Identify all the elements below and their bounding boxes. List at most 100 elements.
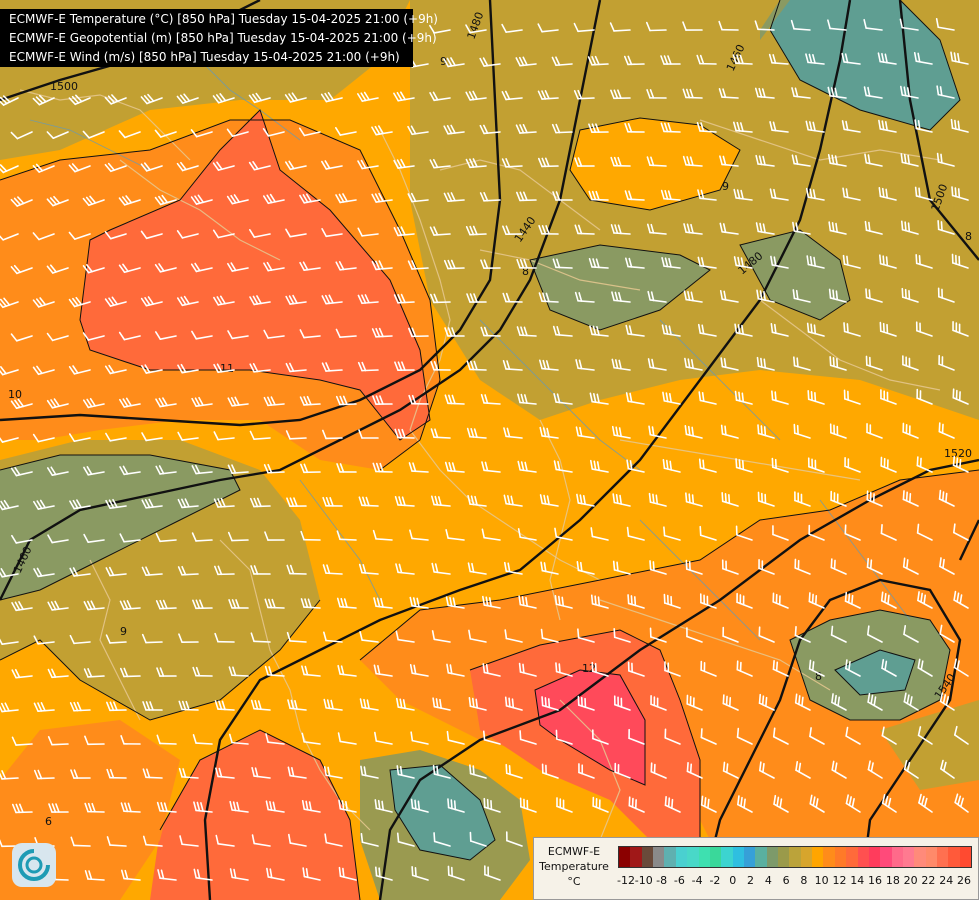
wind-barb	[938, 422, 955, 439]
wind-barb	[178, 700, 199, 711]
wind-barb	[228, 666, 249, 677]
wind-barb	[650, 694, 667, 711]
wind-barb	[120, 869, 141, 881]
wind-barb	[432, 764, 451, 779]
wind-barb	[626, 459, 645, 473]
wind-barb	[515, 56, 537, 67]
wind-barb	[337, 664, 357, 677]
wind-barb	[556, 797, 573, 813]
wind-barb	[828, 221, 847, 235]
wind-barb	[226, 128, 249, 138]
wind-barb	[646, 156, 667, 167]
wind-barb	[953, 523, 969, 541]
wind-barb	[155, 599, 177, 610]
wind-barb	[190, 129, 213, 138]
wind-barb	[190, 194, 213, 205]
wind-barb	[538, 225, 559, 235]
wind-barb	[178, 767, 199, 779]
wind-barb	[320, 92, 343, 103]
wind-barb	[141, 364, 163, 374]
legend-tick-label: 2	[747, 874, 755, 887]
wind-barb	[263, 261, 285, 272]
wind-barb	[32, 232, 55, 241]
wind-barb	[250, 632, 271, 643]
contour-label: 1500	[50, 80, 78, 93]
wind-barb	[697, 323, 717, 337]
wind-barb	[33, 499, 55, 510]
wind-barb	[156, 667, 177, 677]
wind-barb	[515, 123, 537, 134]
wind-barb	[734, 390, 753, 405]
wind-barb	[394, 361, 415, 372]
wind-barb	[371, 192, 393, 203]
wind-barb	[900, 220, 919, 235]
wind-barb	[106, 701, 127, 712]
wind-barb	[140, 93, 163, 105]
wind-barb	[69, 567, 91, 577]
wind-barb	[698, 458, 717, 473]
wind-barb	[759, 761, 775, 779]
wind-barb	[539, 426, 559, 439]
wind-barb	[266, 867, 285, 881]
wind-barb	[660, 189, 681, 201]
wind-barb	[719, 289, 739, 303]
wind-barb	[46, 466, 69, 476]
wind-barb	[867, 760, 883, 779]
wind-barb	[662, 458, 681, 473]
wind-barb	[32, 94, 55, 106]
wind-barb	[698, 391, 717, 405]
wind-barb	[46, 264, 69, 274]
wind-barb	[650, 762, 667, 779]
legend-swatch	[789, 847, 801, 867]
wind-barb	[118, 263, 141, 274]
wind-barb	[105, 566, 127, 577]
wind-barb	[11, 534, 33, 544]
wind-barb	[878, 119, 897, 133]
wind-barb	[591, 661, 609, 677]
wind-barb	[867, 692, 883, 711]
wind-barb	[480, 393, 501, 405]
wind-barb	[285, 294, 307, 305]
wind-barb	[809, 727, 825, 745]
wind-barb	[481, 461, 501, 473]
wind-barb	[46, 195, 69, 207]
wind-barb	[841, 52, 861, 65]
wind-barb	[119, 397, 141, 408]
wind-barb	[445, 528, 465, 541]
wind-barb	[614, 762, 631, 779]
wind-barb	[624, 122, 645, 133]
wind-barb	[900, 153, 919, 167]
wind-barb	[795, 760, 811, 779]
wind-barb	[301, 799, 321, 813]
wind-barb	[299, 193, 321, 204]
wind-barb	[952, 455, 969, 473]
contour-label: 8	[815, 670, 822, 683]
legend-tick-label: 24	[939, 874, 954, 887]
wind-barb	[736, 727, 753, 745]
wind-barb	[519, 730, 537, 745]
wind-barb	[917, 726, 933, 745]
wind-barb	[69, 634, 91, 645]
wind-barb	[686, 627, 703, 643]
wind-barb	[791, 154, 811, 167]
wind-barb	[190, 262, 213, 273]
wind-barb	[177, 565, 199, 576]
wind-barb	[358, 429, 379, 439]
wind-barb	[429, 293, 451, 304]
wind-barb	[250, 565, 271, 575]
wind-barb	[371, 260, 393, 271]
wind-barb	[335, 193, 357, 204]
wind-barb	[288, 833, 307, 847]
wind-barb	[193, 868, 213, 881]
wind-barb	[410, 731, 429, 745]
wind-barb	[649, 627, 667, 643]
wind-barb	[396, 765, 415, 779]
wind-barb	[719, 155, 739, 167]
wind-barb	[323, 698, 343, 711]
wind-barb	[866, 490, 883, 507]
legend-tick-label: -8	[656, 874, 668, 887]
contour-label: 11	[220, 362, 234, 375]
legend-swatch	[766, 847, 779, 867]
wind-barb	[505, 763, 523, 779]
